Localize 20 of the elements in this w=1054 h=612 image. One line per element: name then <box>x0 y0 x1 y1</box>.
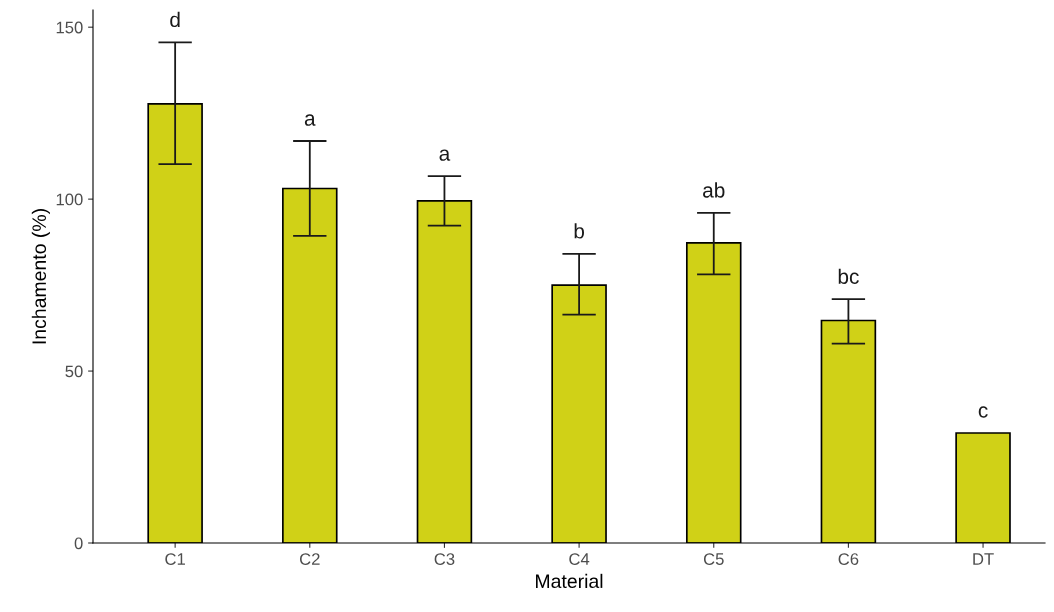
annotation: a <box>439 149 451 161</box>
annotation: bc <box>838 268 859 284</box>
annotation: c <box>978 406 988 418</box>
y-tick-label: 150 <box>56 21 83 34</box>
annotation: a <box>304 114 316 126</box>
x-tick-label: C4 <box>569 553 590 565</box>
x-tick-label: C1 <box>165 553 185 565</box>
y-tick-label: 50 <box>65 365 83 378</box>
y-axis-title: Inchamento (%) <box>31 209 50 344</box>
annotation: d <box>170 11 180 28</box>
annotation: b <box>574 223 585 239</box>
x-tick-label: DT <box>973 553 994 565</box>
x-tick-label: C6 <box>838 553 859 565</box>
x-axis-title: Material <box>536 573 603 589</box>
x-tick-label: C3 <box>434 553 455 565</box>
annotation: ab <box>703 182 725 198</box>
x-tick-label: C2 <box>299 553 320 565</box>
y-tick-label: 100 <box>56 193 83 206</box>
y-tick-label: 0 <box>74 537 83 550</box>
x-tick-label: C5 <box>703 553 724 565</box>
